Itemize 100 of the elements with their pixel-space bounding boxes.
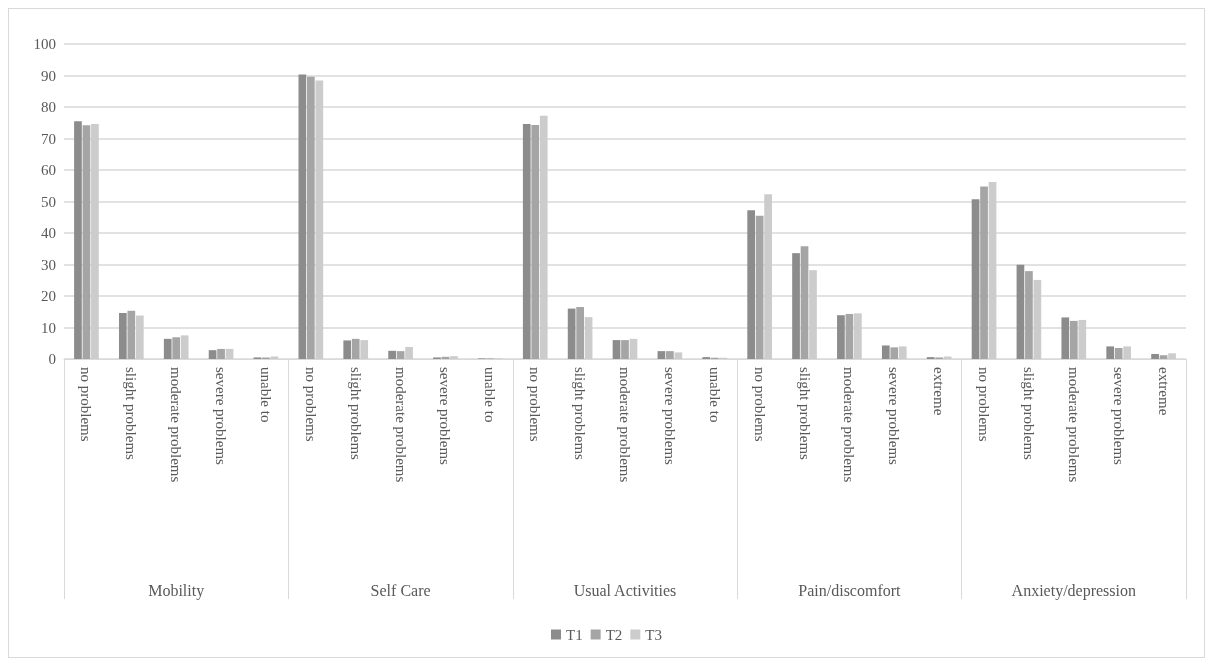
bar (1078, 319, 1087, 359)
y-tick-label: 10 (41, 319, 56, 336)
y-tick-label: 30 (41, 256, 56, 273)
bar (629, 338, 638, 359)
x-tick-label: extreme (1155, 367, 1172, 416)
text: Anxiety/depression (1011, 581, 1137, 600)
y-tick-label: 70 (41, 130, 56, 147)
bar (82, 125, 91, 359)
bar (584, 317, 593, 359)
x-tick-label: slight problems (572, 367, 589, 461)
x-tick-label: severe problems (661, 367, 678, 466)
y-tick-label: 0 (48, 351, 56, 367)
bar (306, 76, 315, 359)
legend-label: T1 (566, 626, 583, 643)
bar (1114, 347, 1123, 359)
bar (127, 310, 136, 359)
bar (343, 340, 352, 359)
bar (351, 338, 360, 359)
bar (1106, 346, 1115, 359)
bar (172, 337, 181, 359)
legend-label: T2 (605, 626, 623, 643)
bar (854, 313, 862, 359)
x-tick-label: severe problems (1110, 367, 1127, 466)
bar (388, 350, 396, 359)
bar (576, 307, 584, 359)
bar (747, 210, 756, 359)
text: Mobility (148, 581, 205, 600)
y-tick-label: 20 (41, 288, 56, 304)
x-tick-label: severe problems (886, 367, 903, 466)
bar (522, 124, 531, 359)
bar (1061, 317, 1070, 359)
bar (298, 74, 307, 359)
bar (881, 345, 890, 359)
x-tick-label: no problems (527, 367, 544, 442)
text: Usual Activities (573, 581, 677, 599)
y-tick-label: 50 (41, 193, 56, 210)
x-tick-label: extreme (931, 367, 948, 416)
bar (890, 347, 899, 359)
bar (1151, 353, 1159, 359)
bar (208, 350, 217, 359)
x-tick-label: slight problems (796, 367, 813, 461)
x-tick-label: severe problems (213, 367, 230, 466)
x-tick-label: slight problems (123, 367, 140, 461)
bar (898, 346, 907, 359)
bar (91, 124, 99, 359)
bar (1123, 346, 1132, 359)
bar (1159, 355, 1168, 359)
bar (135, 315, 144, 359)
bar (396, 351, 405, 359)
bar (1033, 279, 1042, 359)
bar (612, 340, 621, 359)
bar (360, 340, 369, 359)
bar (1168, 353, 1176, 359)
bar (1025, 271, 1033, 359)
bar (270, 356, 279, 359)
bar (943, 356, 952, 359)
bar (792, 253, 800, 359)
x-tick-label: moderate problems (168, 367, 185, 483)
x-tick-label: unable to (482, 367, 499, 423)
x-tick-label: no problems (976, 367, 993, 442)
x-tick-label: moderate problems (841, 367, 858, 483)
bar (666, 351, 674, 359)
bar (531, 124, 540, 359)
bar (405, 347, 413, 359)
bar (657, 351, 666, 359)
y-tick-label: 60 (41, 162, 56, 178)
bar (74, 121, 82, 359)
bar (809, 270, 817, 359)
x-tick-label: moderate problems (617, 367, 633, 483)
bar (217, 348, 225, 359)
bar (180, 335, 189, 359)
x-tick-label: moderate problems (1065, 367, 1082, 483)
bar (315, 80, 324, 359)
text: Self Care (370, 581, 431, 599)
bar (988, 181, 997, 359)
bar (980, 186, 988, 359)
bar (845, 313, 854, 359)
x-tick-label: unable to (257, 367, 274, 423)
bar (837, 315, 845, 359)
text: Pain/discomfort (798, 581, 902, 599)
bar (225, 348, 234, 359)
x-tick-label: moderate problems (392, 367, 409, 483)
x-tick-label: no problems (751, 367, 768, 442)
bar (450, 356, 458, 359)
x-tick-label: no problems (78, 367, 95, 442)
bar (567, 308, 576, 359)
bar (764, 194, 772, 359)
x-tick-label: slight problems (347, 367, 364, 461)
x-tick-label: slight problems (1020, 367, 1037, 461)
bar (1016, 264, 1025, 359)
bar (674, 352, 683, 359)
bar (755, 215, 764, 359)
legend-label: T3 (645, 626, 662, 643)
bar (118, 313, 127, 359)
bar (621, 340, 629, 359)
bar (800, 246, 809, 359)
y-tick-label: 40 (41, 225, 56, 241)
bar (1069, 320, 1078, 359)
bar (163, 338, 172, 359)
y-tick-label: 80 (41, 99, 56, 115)
